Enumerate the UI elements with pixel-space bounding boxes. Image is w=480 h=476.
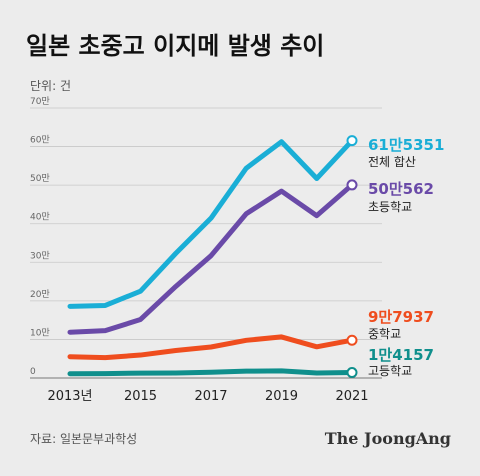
series-name-label: 중학교 xyxy=(368,327,401,341)
y-tick-label: 50만 xyxy=(30,173,50,184)
series-endpoint xyxy=(346,334,358,346)
x-tick-label: 2017 xyxy=(194,389,227,404)
x-tick-label: 2015 xyxy=(124,389,157,404)
y-tick-label: 10만 xyxy=(30,327,50,338)
series-line xyxy=(67,182,355,335)
series-endpoint xyxy=(346,179,358,191)
series-line xyxy=(67,138,355,309)
y-tick-label: 70만 xyxy=(30,96,50,107)
series-name-label: 고등학교 xyxy=(368,364,412,378)
series-value-label: 61만5351 xyxy=(368,136,444,154)
y-tick-label: 40만 xyxy=(30,212,50,223)
grid-lines xyxy=(30,107,382,379)
y-tick-label: 20만 xyxy=(30,289,50,300)
y-axis-ticks: 0 10만 20만 30만 40만 50만 60만 70만 xyxy=(30,96,50,377)
series-line xyxy=(67,368,355,377)
y-tick-label: 0 xyxy=(30,367,36,377)
chart-title: 일본 초중고 이지메 발생 추이 xyxy=(26,32,324,60)
y-tick-label: 30만 xyxy=(30,250,50,261)
x-tick-label: 2019 xyxy=(265,389,298,404)
x-tick-label: 2021 xyxy=(335,389,368,404)
unit-label: 단위: 건 xyxy=(30,79,71,93)
series-value-label: 9만7937 xyxy=(368,308,434,326)
series-value-label: 1만4157 xyxy=(368,346,434,364)
series-name-label: 초등학교 xyxy=(368,200,412,214)
series-endpoint xyxy=(346,367,358,379)
series-lines xyxy=(67,135,358,379)
x-axis-ticks: 2013년 2015 2017 2019 2021 xyxy=(47,389,368,404)
x-tick-label: 2013년 xyxy=(47,389,92,404)
y-tick-label: 60만 xyxy=(30,135,50,146)
series-name-label: 전체 합산 xyxy=(368,155,416,169)
series-endpoint xyxy=(346,135,358,147)
series-line xyxy=(67,334,355,361)
brand-logo: The JoongAng xyxy=(325,429,451,448)
series-value-label: 50만562 xyxy=(368,180,434,198)
source-text: 자료: 일본문부과학성 xyxy=(30,432,137,446)
